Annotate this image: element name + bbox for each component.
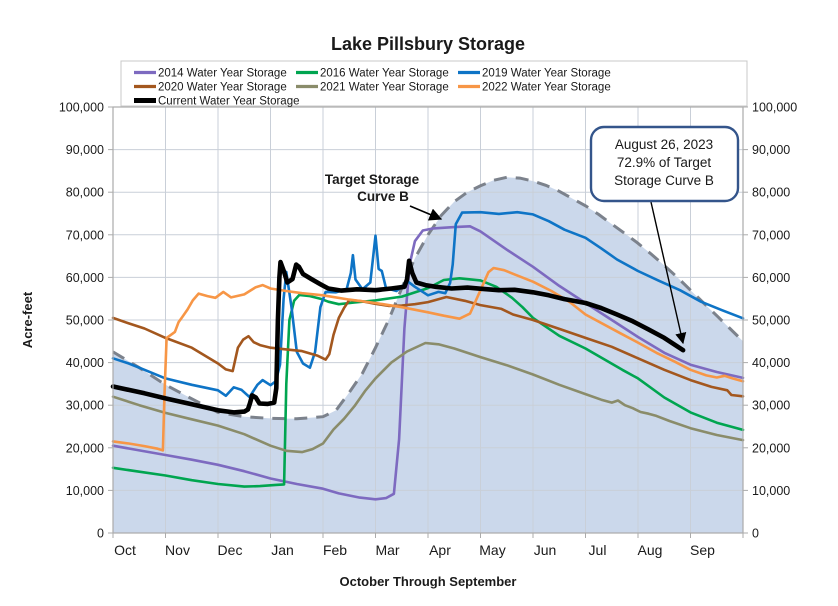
chart-title: Lake Pillsbury Storage <box>331 34 525 54</box>
y-tick-label-right: 20,000 <box>752 441 790 455</box>
legend-label-y2016: 2016 Water Year Storage <box>320 68 449 80</box>
y-tick-label-right: 40,000 <box>752 356 790 370</box>
target-curve-label-line1: Target Storage <box>325 172 420 187</box>
legend-label-y2020: 2020 Water Year Storage <box>158 82 287 94</box>
annotations: Target Storage Curve B August 26, 2023 72.9… <box>325 125 740 345</box>
x-tick-label-may: May <box>479 542 505 558</box>
callout-arrow <box>650 201 687 345</box>
data-series <box>110 210 745 501</box>
legend-border <box>120 60 748 107</box>
y-tick-label-right: 60,000 <box>752 271 790 285</box>
y-tick-label-left: 30,000 <box>66 399 104 413</box>
x-tick-label-jan: Jan <box>271 542 294 558</box>
y-tick-label-right: 50,000 <box>752 314 790 328</box>
x-tick-label-aug: Aug <box>638 542 663 558</box>
y-tick-label-right: 70,000 <box>752 228 790 242</box>
target-curve-b-dashed <box>112 175 745 421</box>
x-tick-label-oct: Oct <box>114 542 136 558</box>
series-y2022-line <box>111 266 745 452</box>
y-tick-label-right: 90,000 <box>752 143 790 157</box>
callout-text-line1: August 26, 2023 <box>615 137 713 152</box>
y-tick-label-left: 0 <box>97 527 104 541</box>
axes-and-ticks: 0 0 10,000 10,000 20,000 20,000 30,000 30,000 40… <box>20 101 797 590</box>
legend-label-y2021: 2021 Water Year Storage <box>320 82 449 94</box>
y-tick-label-right: 100,000 <box>752 101 797 115</box>
series-y2021-line <box>111 341 745 454</box>
target-storage-curve-b-line <box>112 175 745 421</box>
y-tick-label-left: 40,000 <box>66 356 104 370</box>
target-curve-label-line2: Curve B <box>357 189 409 204</box>
x-tick-label-nov: Nov <box>165 542 190 558</box>
x-tick-label-dec: Dec <box>218 542 243 558</box>
y-tick-label-left: 90,000 <box>66 143 104 157</box>
callout-text-line2: 72.9% of Target <box>617 155 712 170</box>
y-tick-label-left: 20,000 <box>66 441 104 455</box>
y-tick-label-left: 70,000 <box>66 228 104 242</box>
y-axis-title: Acre-feet <box>20 291 35 348</box>
y-tick-label-left: 60,000 <box>66 271 104 285</box>
legend-label-y2014: 2014 Water Year Storage <box>158 68 287 80</box>
series-current-line <box>110 258 686 415</box>
y-tick-label-right: 0 <box>752 527 759 541</box>
callout-text-line3: Storage Curve B <box>614 173 714 188</box>
target-curve-arrow <box>409 205 443 221</box>
callout-box <box>589 125 740 203</box>
x-axis-title: October Through September <box>340 574 517 589</box>
legend-label-current: Current Water Year Storage <box>158 96 299 108</box>
y-tick-label-right: 30,000 <box>752 399 790 413</box>
y-tick-label-right: 10,000 <box>752 484 790 498</box>
x-tick-label-feb: Feb <box>323 542 347 558</box>
legend-label-y2022: 2022 Water Year Storage <box>482 82 611 94</box>
y-tick-label-left: 80,000 <box>66 186 104 200</box>
series-y2019-line <box>111 210 745 399</box>
x-tick-label-jun: Jun <box>534 542 557 558</box>
x-tick-label-jul: Jul <box>589 542 607 558</box>
y-tick-label-right: 80,000 <box>752 186 790 200</box>
y-tick-label-left: 50,000 <box>66 314 104 328</box>
x-tick-label-mar: Mar <box>375 542 399 558</box>
y-tick-label-left: 10,000 <box>66 484 104 498</box>
y-tick-label-left: 100,000 <box>59 101 104 115</box>
legend-label-y2019: 2019 Water Year Storage <box>482 68 611 80</box>
legend: 2014 Water Year Storage 2016 Water Year S… <box>120 60 748 108</box>
x-tick-label-apr: Apr <box>429 542 451 558</box>
x-tick-label-sep: Sep <box>690 542 715 558</box>
